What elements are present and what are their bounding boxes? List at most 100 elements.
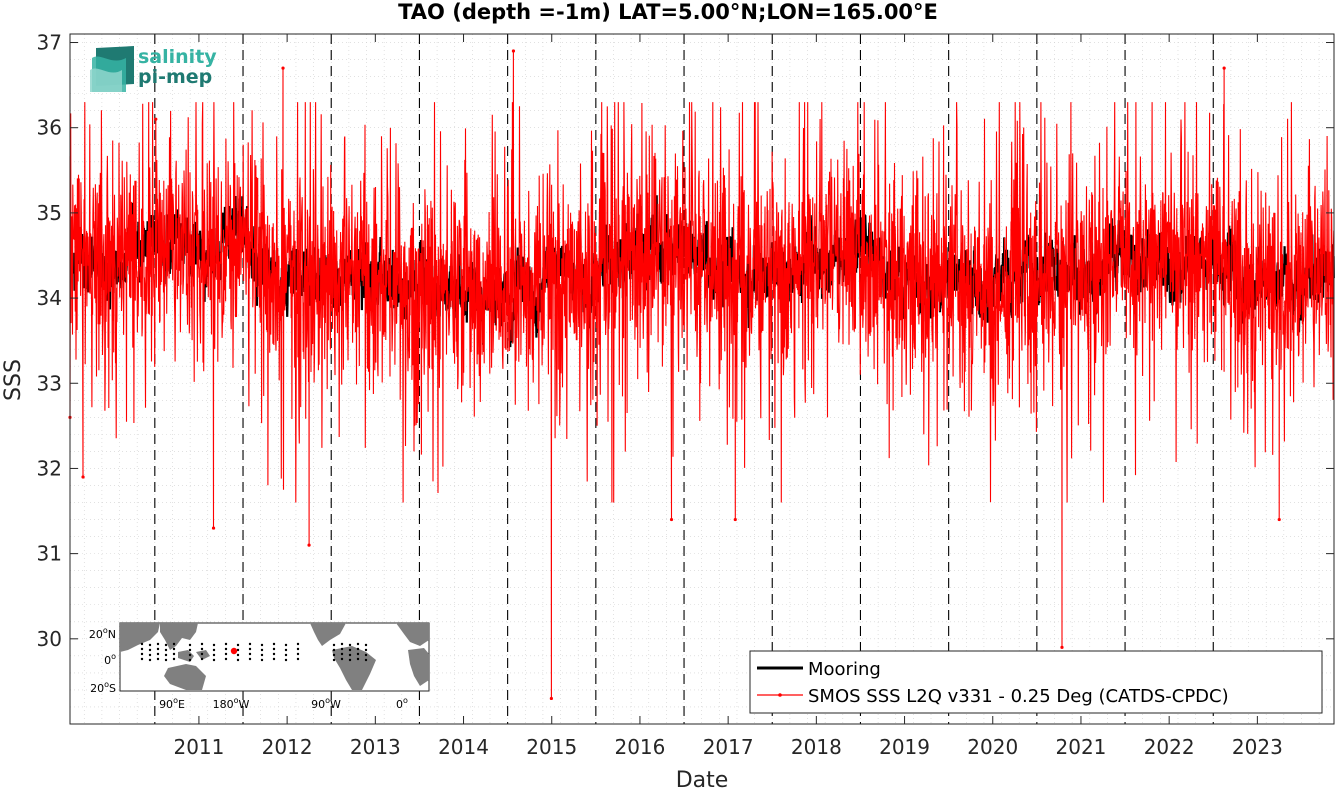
inset-array-dot: [272, 647, 276, 651]
inset-array-dot: [164, 648, 168, 652]
inset-array-dot: [156, 657, 160, 661]
x-tick-label: 2016: [614, 735, 665, 759]
inset-array-dot: [296, 642, 300, 646]
inset-latitude-labels: 20oN 0o 20oS: [89, 626, 116, 695]
salinity-pi-mep-logo: salinity pi-mep: [90, 46, 217, 92]
inset-array-dot: [156, 647, 160, 651]
y-tick-label: 34: [37, 286, 62, 310]
inset-array-dot: [140, 642, 144, 646]
inset-array-dot: [200, 647, 204, 651]
x-tick-label: 2018: [791, 735, 842, 759]
inset-array-dot: [356, 647, 360, 651]
inset-array-dot: [188, 653, 192, 657]
inset-array-dot: [260, 658, 264, 662]
inset-array-dot: [140, 652, 144, 656]
y-tick-label: 31: [37, 542, 62, 566]
inset-array-dot: [356, 657, 360, 661]
inset-array-dot: [248, 657, 252, 661]
inset-array-dot: [236, 653, 240, 657]
y-tick-label: 36: [37, 116, 62, 140]
inset-coordinate-label: 90oW: [311, 696, 341, 711]
inset-array-dot: [332, 643, 336, 647]
inset-array-dot: [296, 657, 300, 661]
inset-array-dot: [260, 643, 264, 647]
x-tick-label: 2019: [879, 735, 930, 759]
smos-extreme-point: [733, 517, 737, 522]
x-tick-labels: 2011 2012 2013 2014 2015 2016 2017 2018 2019 2020…: [173, 735, 1282, 759]
inset-array-dot: [296, 647, 300, 651]
inset-coordinate-label: 20oS: [90, 680, 116, 695]
inset-array-dot: [364, 643, 368, 647]
inset-coordinate-label: 0o: [104, 652, 116, 667]
legend: Mooring SMOS SSS L2Q v331 - 0.25 Deg (CA…: [749, 650, 1323, 714]
inset-array-dot: [348, 658, 352, 662]
x-tick-label: 2021: [1056, 735, 1107, 759]
inset-array-dot: [284, 643, 288, 647]
logo-text-salinity: salinity: [138, 46, 217, 68]
inset-array-dot: [140, 657, 144, 661]
inset-array-dot: [332, 658, 336, 662]
inset-array-dot: [212, 648, 216, 652]
inset-array-dot: [284, 653, 288, 657]
inset-array-dot: [172, 647, 176, 651]
inset-array-dot: [332, 648, 336, 652]
y-tick-label: 32: [37, 456, 62, 480]
inset-array-dot: [172, 657, 176, 661]
smos-extreme-point: [549, 696, 553, 701]
legend-box: [749, 650, 1323, 714]
legend-swatch-smos-marker: [778, 693, 782, 697]
smos-extreme-point: [669, 517, 674, 522]
inset-array-dot: [200, 652, 204, 656]
y-tick-label: 37: [37, 31, 62, 55]
inset-array-dot: [188, 648, 192, 652]
inset-coordinate-label: 0o: [396, 696, 408, 711]
inset-array-dot: [340, 652, 344, 656]
inset-array-dot: [164, 643, 168, 647]
smos-extreme-point: [1060, 645, 1064, 649]
inset-array-dot: [140, 647, 144, 651]
smos-extreme-point: [281, 66, 285, 70]
inset-array-dot: [236, 658, 240, 662]
x-tick-label: 2023: [1232, 735, 1283, 759]
inset-array-dot: [340, 642, 344, 646]
inset-array-dot: [296, 652, 300, 656]
inset-array-dot: [260, 648, 264, 652]
x-tick-label: 2012: [262, 735, 313, 759]
inset-array-dot: [340, 647, 344, 651]
inset-array-dot: [356, 642, 360, 646]
x-tick-label: 2017: [703, 735, 754, 759]
inset-array-dot: [236, 648, 240, 652]
smos-extreme-point: [1277, 517, 1281, 522]
inset-array-dot: [248, 652, 252, 656]
inset-array-dot: [164, 658, 168, 662]
inset-array-dot: [148, 648, 152, 652]
inset-array-dot: [284, 658, 288, 662]
inset-array-dot: [224, 642, 228, 646]
x-tick-label: 2020: [967, 735, 1018, 759]
y-tick-label: 33: [37, 371, 62, 395]
y-tick-label: 35: [37, 201, 62, 225]
inset-array-dot: [340, 657, 344, 661]
inset-array-dot: [156, 652, 160, 656]
inset-location-map: 20oN 0o 20oS 90oE 180oW 90oW 0o: [89, 622, 430, 711]
legend-entry-mooring: Mooring: [808, 659, 881, 680]
inset-array-dot: [364, 648, 368, 652]
inset-array-dot: [224, 647, 228, 651]
inset-array-dot: [248, 647, 252, 651]
inset-array-dot: [348, 648, 352, 652]
x-tick-label: 2022: [1144, 735, 1195, 759]
inset-array-dot: [200, 642, 204, 646]
inset-array-dot: [212, 643, 216, 647]
inset-array-dot: [148, 658, 152, 662]
inset-array-dot: [272, 657, 276, 661]
inset-array-dot: [248, 642, 252, 646]
inset-array-dot: [348, 643, 352, 647]
inset-array-dot: [224, 657, 228, 661]
inset-location-marker: [230, 647, 238, 655]
inset-array-dot: [200, 657, 204, 661]
x-axis-label: Date: [676, 768, 729, 790]
inset-array-dot: [272, 642, 276, 646]
smos-extreme-point: [1222, 66, 1226, 70]
x-tick-label: 2013: [350, 735, 401, 759]
